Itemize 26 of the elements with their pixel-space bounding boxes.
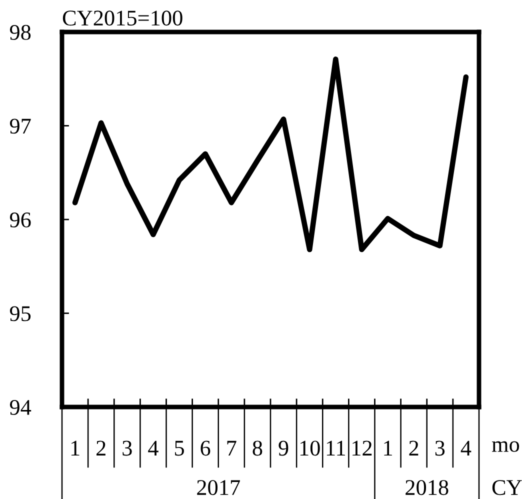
- x-tick-label: 6: [200, 440, 210, 456]
- y-tick-label: 97: [10, 118, 31, 134]
- x-tick-label: 7: [227, 440, 236, 456]
- y-tick-label: 95: [10, 306, 31, 322]
- text: CY2015=100: [62, 10, 182, 26]
- x-tick-label: 12: [352, 440, 372, 456]
- x-tick-label: 2: [96, 440, 106, 456]
- x-tick-label: 11: [326, 440, 346, 456]
- y-tick-label: 96: [10, 212, 31, 228]
- text: 2017: [197, 480, 240, 496]
- text: 2018: [406, 480, 448, 496]
- y-tick-label: 98: [10, 24, 31, 40]
- x-tick-label: 5: [175, 440, 184, 456]
- text: mo: [492, 441, 520, 452]
- x-tick-label: 4: [148, 440, 158, 456]
- text: CY: [492, 480, 522, 496]
- x-tick-label: 1: [384, 440, 392, 456]
- x-tick-label: 10: [300, 440, 320, 456]
- x-tick-label: 8: [252, 440, 262, 456]
- x-tick-label: 3: [435, 440, 445, 456]
- x-tick-label: 2: [409, 440, 418, 456]
- x-tick-label: 1: [71, 440, 80, 456]
- x-tick-label: 4: [460, 440, 472, 456]
- x-tick-label: 9: [278, 440, 288, 456]
- y-tick-label: 94: [10, 400, 32, 415]
- x-tick-label: 3: [122, 440, 132, 456]
